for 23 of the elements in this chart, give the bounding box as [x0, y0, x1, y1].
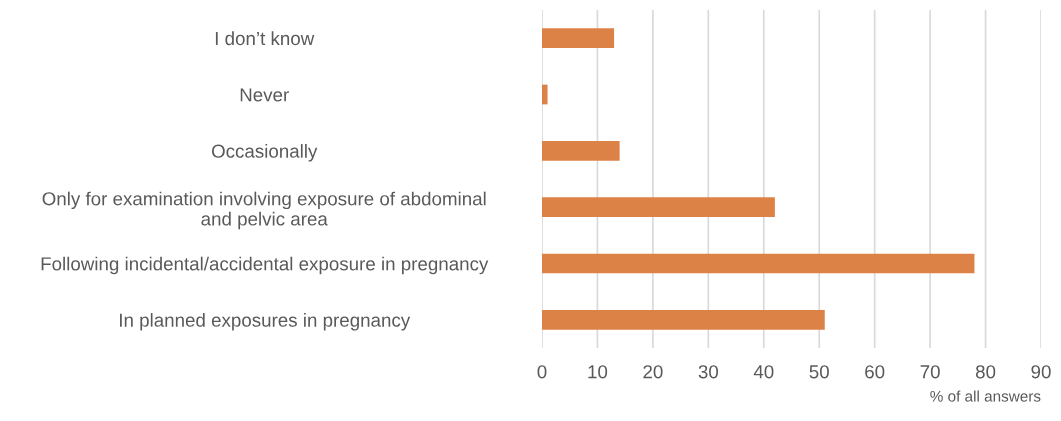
x-tick-label: 10 — [588, 365, 608, 379]
x-tick-label: 30 — [698, 365, 719, 379]
bar — [542, 197, 775, 218]
x-tick-label: 0 — [537, 365, 547, 379]
x-tick-label: 70 — [920, 365, 940, 379]
bar — [542, 309, 825, 330]
x-tick-label: 60 — [865, 365, 885, 379]
x-tick-label: 90 — [1031, 365, 1051, 379]
x-tick-label: 50 — [809, 365, 829, 379]
bar — [542, 28, 615, 49]
x-axis-title: % of all answers — [930, 390, 1041, 402]
y-tick-label: Following incidental/accidental exposure in pregnancy — [41, 256, 489, 275]
y-tick-label: Occasionally — [211, 144, 318, 162]
bar — [542, 253, 975, 274]
x-tick-label: 40 — [753, 365, 774, 379]
bar — [542, 140, 620, 161]
y-tick-label: In planned exposures in pregnancy — [120, 313, 411, 331]
y-tick-label: Only for examination involving exposure of abdominal and pelvic area — [42, 191, 486, 230]
y-tick-label: I don’t know — [215, 31, 315, 46]
y-tick-label: Never — [240, 88, 289, 102]
x-tick-label: 80 — [975, 365, 996, 379]
x-tick-label: 20 — [643, 365, 663, 379]
bar — [542, 84, 548, 105]
